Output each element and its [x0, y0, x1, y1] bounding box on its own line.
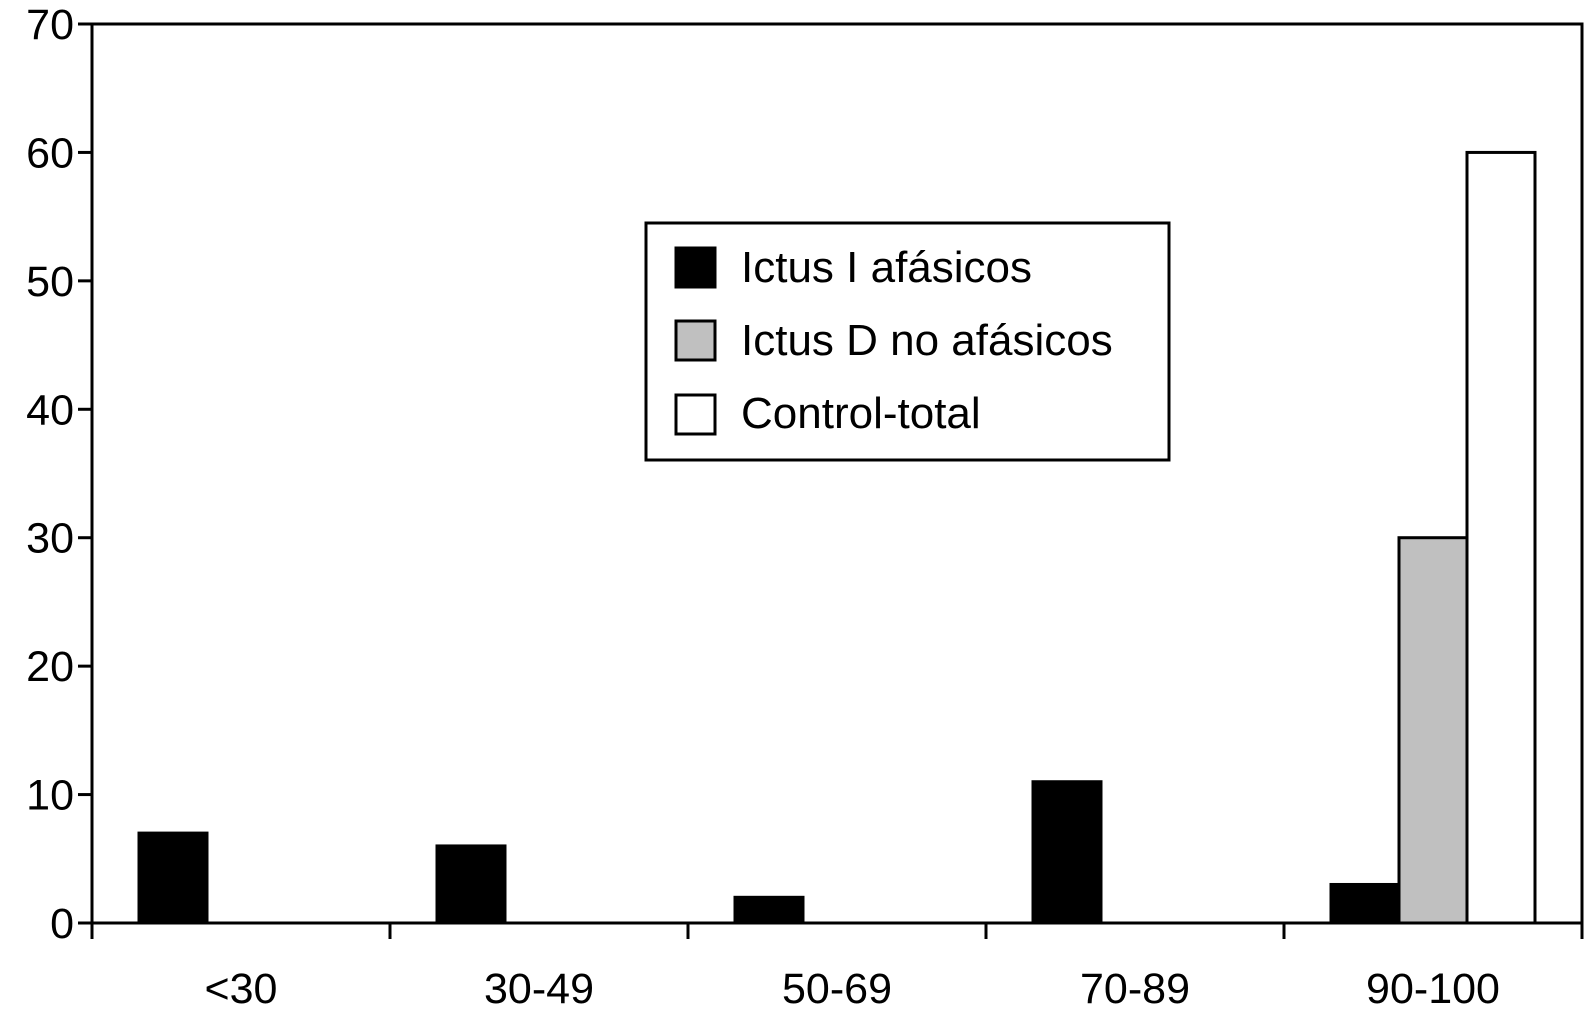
- legend-label-control-total: Control-total: [741, 389, 981, 438]
- x-tick-label: 90-100: [1366, 965, 1500, 1013]
- legend-entry-ictus-d-no-afasicos: Ictus D no afásicos: [674, 316, 1113, 365]
- y-tick-label: 70: [26, 1, 74, 49]
- y-tick-label: 20: [26, 643, 74, 691]
- legend-swatch-ictus-i-afasicos: [674, 246, 717, 289]
- bar-ictus-i-af-sicos-4: [1329, 882, 1401, 925]
- x-axis: <30 30-49 50-69 70-89 90-100: [90, 923, 1584, 1013]
- bar-ictus-i-af-sicos-1: [435, 844, 507, 925]
- legend-swatch-ictus-d-no-afasicos: [674, 319, 717, 362]
- y-axis: 0 10 20 30 40 50 60 70: [26, 1, 92, 948]
- legend-box: [644, 221, 1171, 462]
- y-tick-label: 30: [26, 515, 74, 563]
- legend-swatch-control-total: [674, 393, 717, 436]
- y-tick-label: 50: [26, 258, 74, 306]
- legend-entry-ictus-i-afasicos: Ictus I afásicos: [674, 243, 1032, 292]
- legend: Ictus I afásicos Ictus D no afásicos Con…: [644, 221, 1171, 462]
- bars: [137, 150, 1537, 925]
- x-tick-label: 70-89: [1080, 965, 1190, 1013]
- y-tick-label: 40: [26, 386, 74, 434]
- x-tick-label: 30-49: [484, 965, 594, 1013]
- bar-ictus-i-af-sicos-3: [1031, 780, 1103, 925]
- y-tick-label: 60: [26, 129, 74, 177]
- bar-ictus-i-af-sicos-0: [137, 831, 209, 925]
- plot-area: [90, 22, 1584, 925]
- y-tick-label: 10: [26, 772, 74, 820]
- bar-ictus-d-no-af-sicos-4: [1397, 536, 1469, 925]
- bar-control-total-4: [1465, 150, 1537, 925]
- y-tick-label: 0: [50, 900, 74, 948]
- legend-label-ictus-d-no-afasicos: Ictus D no afásicos: [741, 316, 1113, 365]
- legend-entry-control-total: Control-total: [674, 389, 981, 438]
- legend-label-ictus-i-afasicos: Ictus I afásicos: [741, 243, 1032, 292]
- bar-ictus-i-af-sicos-2: [733, 895, 805, 925]
- x-tick-label: <30: [205, 965, 278, 1013]
- x-tick-label: 50-69: [782, 965, 892, 1013]
